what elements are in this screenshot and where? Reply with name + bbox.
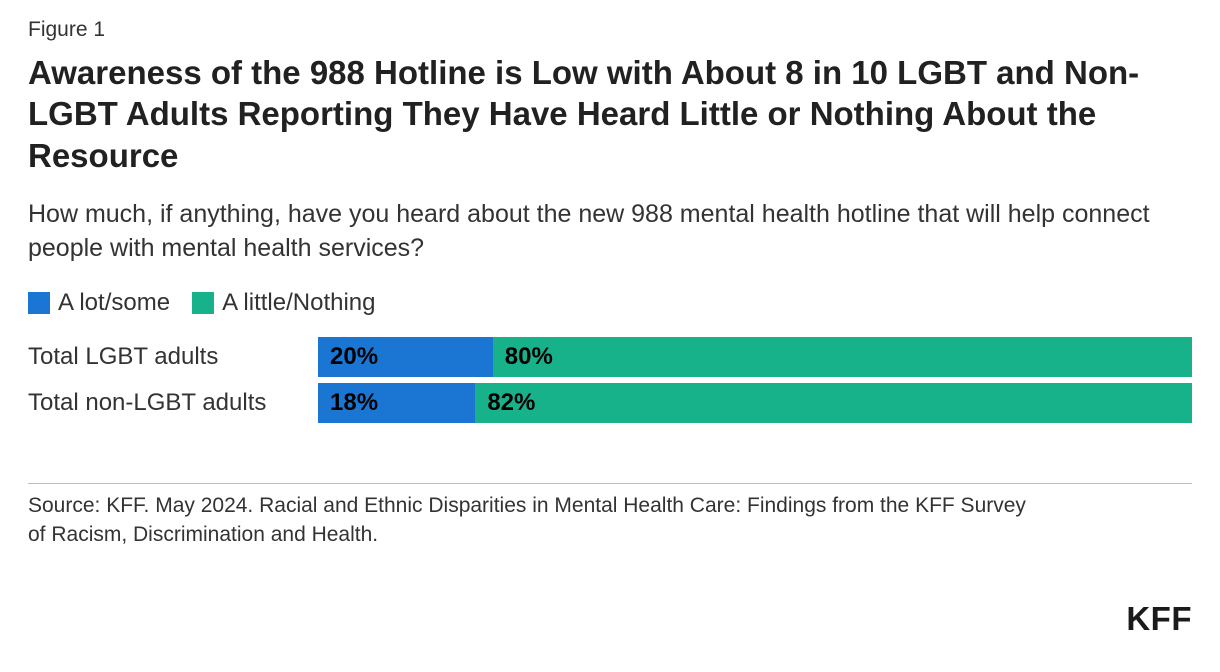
row-label: Total LGBT adults: [28, 343, 318, 371]
figure-subtitle: How much, if anything, have you heard ab…: [28, 198, 1192, 266]
legend-item: A little/Nothing: [192, 289, 375, 317]
chart-row: Total non-LGBT adults 18% 82%: [28, 383, 1192, 423]
divider: [28, 483, 1192, 484]
bar-segment-a: 20%: [318, 337, 493, 377]
brand-logo: KFF: [1126, 600, 1192, 638]
bar-segment-b: 82%: [475, 383, 1192, 423]
stacked-bar-chart: Total LGBT adults 20% 80% Total non-LGBT…: [28, 337, 1192, 423]
bar-value: 20%: [330, 343, 378, 371]
legend-label: A little/Nothing: [222, 289, 375, 317]
figure-title: Awareness of the 988 Hotline is Low with…: [28, 52, 1192, 176]
bar-segment-a: 18%: [318, 383, 475, 423]
legend-swatch: [28, 292, 50, 314]
chart-row: Total LGBT adults 20% 80%: [28, 337, 1192, 377]
bar-segment-b: 80%: [493, 337, 1192, 377]
legend: A lot/some A little/Nothing: [28, 289, 1192, 317]
figure-container: Figure 1 Awareness of the 988 Hotline is…: [0, 0, 1220, 672]
row-label: Total non-LGBT adults: [28, 389, 318, 417]
figure-label: Figure 1: [28, 18, 1192, 42]
bar-value: 18%: [330, 389, 378, 417]
bar-track: 18% 82%: [318, 383, 1192, 423]
legend-label: A lot/some: [58, 289, 170, 317]
bar-value: 82%: [487, 389, 535, 417]
bar-value: 80%: [505, 343, 553, 371]
legend-swatch: [192, 292, 214, 314]
legend-item: A lot/some: [28, 289, 170, 317]
bar-track: 20% 80%: [318, 337, 1192, 377]
source-note: Source: KFF. May 2024. Racial and Ethnic…: [28, 492, 1048, 549]
